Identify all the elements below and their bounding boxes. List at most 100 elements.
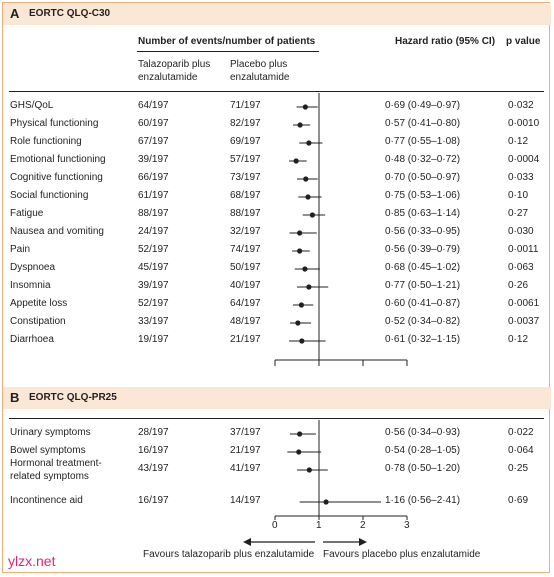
- a-row-talazoparib-events: 64/197: [138, 100, 169, 111]
- a-row-placebo-events: 40/197: [230, 280, 261, 291]
- hr-point: [295, 320, 301, 326]
- a-row-placebo-events: 88/197: [230, 208, 261, 219]
- a-row-p-value: 0·26: [508, 280, 529, 291]
- b-row-placebo-events: 14/197: [230, 495, 261, 506]
- a-row-p-value: 0·12: [508, 334, 529, 345]
- a-row-p-value: 0·030: [508, 226, 534, 237]
- a-row-p-value: 0·27: [508, 208, 529, 219]
- a-row-placebo-events: 73/197: [230, 172, 261, 183]
- a-row-talazoparib-events: 45/197: [138, 262, 169, 273]
- b-row-hazard-ratio: 0·78 (0·50–1·20): [385, 463, 461, 474]
- tick-label: 1: [316, 520, 322, 531]
- header-events: Number of events/number of patients: [138, 36, 316, 47]
- a-row-hazard-ratio: 0·85 (0·63–1·14): [385, 208, 461, 219]
- a-row-label: Insomnia: [10, 280, 51, 291]
- a-row-placebo-events: 21/197: [230, 334, 261, 345]
- hr-point: [297, 248, 303, 254]
- a-row-talazoparib-events: 33/197: [138, 316, 169, 327]
- a-row-p-value: 0·032: [508, 100, 534, 111]
- a-row-hazard-ratio: 0·61 (0·32–1·15): [385, 334, 461, 345]
- a-row-placebo-events: 82/197: [230, 118, 261, 129]
- a-row-placebo-events: 32/197: [230, 226, 261, 237]
- hr-point: [296, 449, 302, 455]
- a-row-label: Social functioning: [10, 190, 89, 201]
- a-row-hazard-ratio: 0·57 (0·41–0·80): [385, 118, 461, 129]
- header-p-value: p value: [506, 36, 541, 47]
- hr-point: [302, 104, 308, 110]
- a-row-placebo-events: 50/197: [230, 262, 261, 273]
- a-row-hazard-ratio: 0·60 (0·41–0·87): [385, 298, 461, 309]
- a-row-p-value: 0·10: [508, 190, 529, 201]
- a-row-hazard-ratio: 0·69 (0·49–0·97): [385, 100, 461, 111]
- a-row-talazoparib-events: 24/197: [138, 226, 169, 237]
- a-row-placebo-events: 68/197: [230, 190, 261, 201]
- b-row-p-value: 0·69: [508, 495, 529, 506]
- panel-b-title: EORTC QLQ-PR25: [29, 392, 117, 403]
- b-row-label: Bowel symptoms: [10, 445, 86, 456]
- b-row-p-value: 0·064: [508, 445, 534, 456]
- a-row-hazard-ratio: 0·48 (0·32–0·72): [385, 154, 461, 165]
- a-row-p-value: 0·063: [508, 262, 534, 273]
- b-row-p-value: 0·022: [508, 427, 534, 438]
- a-row-talazoparib-events: 88/197: [138, 208, 169, 219]
- a-row-talazoparib-events: 39/197: [138, 280, 169, 291]
- a-row-hazard-ratio: 0·52 (0·34–0·82): [385, 316, 461, 327]
- b-row-label: Hormonal treatment-related symptoms: [10, 458, 102, 482]
- a-row-talazoparib-events: 60/197: [138, 118, 169, 129]
- a-row-label: Emotional functioning: [10, 154, 106, 165]
- hr-point: [297, 431, 303, 437]
- a-row-hazard-ratio: 0·77 (0·50–1·21): [385, 280, 461, 291]
- a-row-label: Constipation: [10, 316, 66, 327]
- hr-point: [302, 266, 308, 272]
- hr-point: [299, 338, 305, 344]
- a-row-talazoparib-events: 52/197: [138, 298, 169, 309]
- a-row-p-value: 0·0011: [508, 244, 539, 255]
- hr-point: [298, 302, 304, 308]
- b-row-label: Urinary symptoms: [10, 427, 91, 438]
- a-row-p-value: 0·0037: [508, 316, 540, 327]
- panel-b-letter: B: [10, 390, 20, 405]
- header-hazard-ratio: Hazard ratio (95% CI): [395, 36, 496, 47]
- hr-point: [297, 230, 303, 236]
- a-row-p-value: 0·0061: [508, 298, 540, 309]
- b-row-hazard-ratio: 0·54 (0·28–1·05): [385, 445, 461, 456]
- hr-point: [306, 467, 312, 473]
- a-row-p-value: 0·0004: [508, 154, 540, 165]
- hr-point: [323, 499, 329, 505]
- tick-label: 3: [404, 520, 410, 531]
- a-row-label: Diarrhoea: [10, 334, 54, 345]
- panel-b-top-rule: [9, 418, 544, 419]
- panel-a-header-band: [3, 3, 551, 25]
- a-row-label: Physical functioning: [10, 118, 99, 129]
- hr-point: [305, 194, 311, 200]
- a-row-talazoparib-events: 52/197: [138, 244, 169, 255]
- a-row-hazard-ratio: 0·75 (0·53–1·06): [385, 190, 461, 201]
- a-row-label: Nausea and vomiting: [10, 226, 104, 237]
- hr-point: [309, 212, 315, 218]
- a-row-p-value: 0·033: [508, 172, 534, 183]
- a-row-placebo-events: 64/197: [230, 298, 261, 309]
- hr-point: [303, 176, 309, 182]
- a-row-label: Appetite loss: [10, 298, 68, 309]
- b-row-hazard-ratio: 0·56 (0·34–0·93): [385, 427, 461, 438]
- b-row-p-value: 0·25: [508, 463, 529, 474]
- tick-label: 0: [272, 520, 278, 531]
- a-row-hazard-ratio: 0·56 (0·33–0·95): [385, 226, 461, 237]
- b-row-label: Incontinence aid: [10, 495, 83, 506]
- a-row-placebo-events: 57/197: [230, 154, 261, 165]
- header-events-rule: [137, 51, 319, 52]
- figure-frame: [2, 2, 550, 573]
- favours-talazoparib-label: Favours talazoparib plus enzalutamide: [143, 549, 315, 560]
- a-row-placebo-events: 48/197: [230, 316, 261, 327]
- favours-placebo-label: Favours placebo plus enzalutamide: [323, 549, 481, 560]
- header-placebo: Placebo plus enzalutamide: [230, 59, 290, 83]
- a-row-label: Pain: [10, 244, 31, 255]
- a-row-talazoparib-events: 66/197: [138, 172, 169, 183]
- favours-left-arrow-head: [243, 538, 251, 546]
- tick-label: 2: [360, 520, 366, 531]
- a-row-label: Fatigue: [10, 208, 44, 219]
- b-row-talazoparib-events: 16/197: [138, 495, 169, 506]
- a-row-talazoparib-events: 61/197: [138, 190, 169, 201]
- a-row-label: Role functioning: [10, 136, 82, 147]
